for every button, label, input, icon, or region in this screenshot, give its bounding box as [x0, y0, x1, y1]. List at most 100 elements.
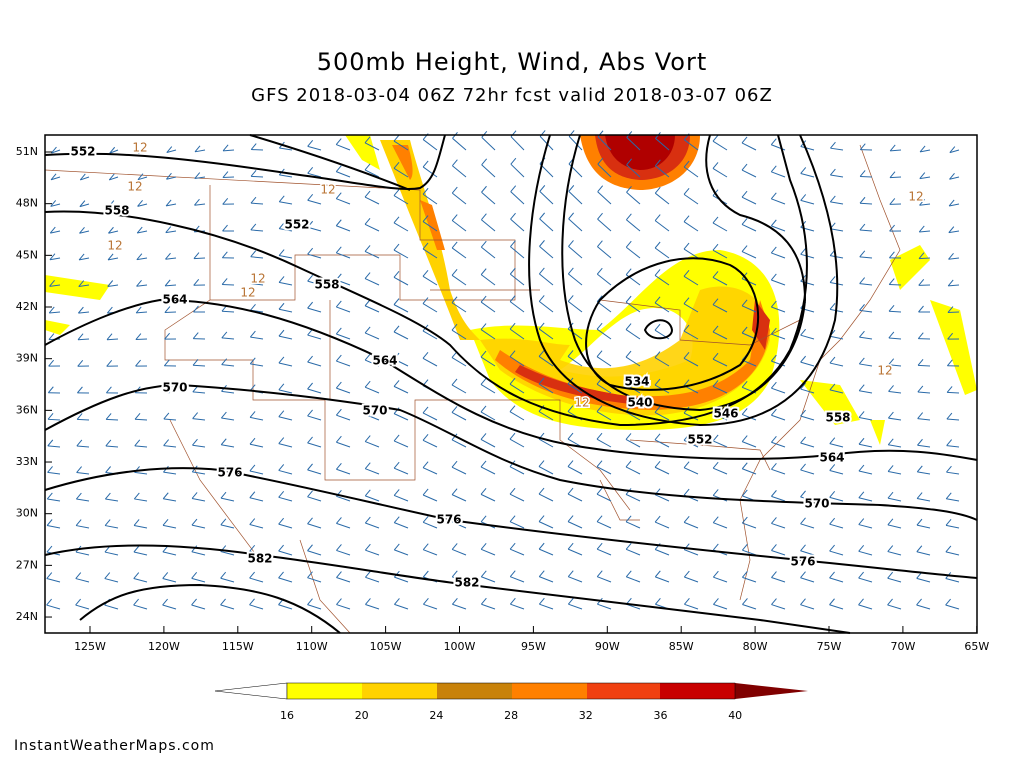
lon-label: 125W: [74, 640, 106, 653]
barb-staff: [949, 176, 960, 180]
barb-staff: [422, 303, 438, 313]
barb: [393, 216, 409, 232]
barb-flag: [307, 517, 313, 525]
barb-flag: [770, 408, 777, 416]
barb-staff: [307, 469, 322, 475]
barb-staff: [79, 257, 90, 261]
barb: [741, 163, 757, 178]
barb: [422, 269, 438, 286]
barb: [625, 433, 641, 448]
barb: [278, 276, 293, 286]
barb: [625, 542, 641, 556]
barb: [422, 351, 438, 367]
barb-flag: [946, 386, 953, 393]
barb-staff: [771, 198, 786, 205]
barb-staff: [889, 176, 902, 179]
barb-staff: [194, 203, 206, 206]
barb-flag: [163, 359, 170, 367]
contour: [44, 544, 851, 634]
barb-flag: [829, 356, 836, 364]
barb-staff: [249, 497, 264, 502]
barb-staff: [336, 144, 351, 151]
barb: [800, 463, 815, 475]
barb-staff: [221, 470, 235, 475]
barb-staff: [76, 472, 90, 475]
barb: [307, 355, 322, 367]
barb-flag: [538, 350, 545, 357]
barb-flag: [105, 413, 112, 420]
barb: [625, 240, 641, 259]
barb-flag: [948, 199, 955, 207]
barb: [712, 243, 728, 259]
vort-band-2: [392, 145, 445, 250]
barb: [946, 359, 960, 367]
barb-staff: [654, 247, 670, 259]
barb-staff: [741, 196, 757, 205]
barb-flag: [596, 295, 603, 302]
barb-staff: [741, 169, 757, 178]
barb-flag: [654, 159, 661, 167]
height-contours: [44, 134, 978, 634]
barb: [829, 168, 844, 178]
barb: [394, 598, 409, 610]
barb-flag: [422, 269, 429, 277]
barb-staff: [163, 498, 177, 502]
contour: [561, 134, 807, 412]
barb-staff: [800, 334, 815, 340]
barb-flag: [713, 598, 719, 605]
barb: [829, 464, 844, 475]
barb: [47, 412, 61, 421]
barb-flag: [46, 545, 53, 553]
barb: [538, 377, 554, 394]
barb-flag: [829, 517, 836, 525]
barb-flag: [596, 515, 603, 523]
barb-staff: [394, 494, 409, 502]
barb: [134, 412, 148, 421]
barb-staff: [890, 149, 902, 152]
barb-staff: [712, 413, 728, 421]
barb-flag: [712, 434, 719, 442]
barb: [249, 357, 264, 367]
barb-staff: [162, 551, 177, 556]
barb-staff: [771, 441, 786, 448]
barb: [47, 466, 61, 475]
barb-staff: [771, 333, 786, 340]
barb: [625, 213, 641, 232]
barb-staff: [249, 524, 264, 529]
barb-flag: [889, 171, 896, 178]
barb: [194, 198, 206, 206]
barb-staff: [918, 257, 931, 260]
barb-flag: [307, 544, 313, 552]
barb-flag: [307, 140, 314, 147]
barb-staff: [860, 175, 873, 178]
barb-staff: [538, 356, 554, 367]
barb-flag: [509, 542, 516, 550]
barb-flag: [220, 571, 227, 579]
barb-staff: [393, 358, 409, 367]
lon-label: 90W: [595, 640, 620, 653]
barb-flag: [712, 489, 719, 496]
barb-staff: [654, 302, 670, 313]
barb: [278, 383, 293, 394]
barb: [422, 433, 438, 448]
barb: [712, 570, 728, 583]
barb-staff: [771, 577, 786, 583]
barb-staff: [829, 362, 844, 367]
barb: [106, 359, 119, 367]
barb: [422, 160, 438, 178]
barb-flag: [104, 572, 111, 579]
barb-staff: [422, 330, 438, 340]
barb-flag: [278, 302, 285, 310]
barb-flag: [771, 517, 777, 524]
barb-flag: [135, 359, 141, 367]
barb-staff: [134, 524, 148, 529]
barb-flag: [249, 464, 256, 472]
barb: [712, 434, 728, 448]
barb: [742, 571, 757, 583]
barb-staff: [683, 357, 699, 367]
barb: [249, 598, 264, 610]
barb: [220, 438, 235, 448]
barb: [858, 464, 873, 475]
barb: [192, 332, 206, 340]
barb-staff: [336, 171, 351, 178]
